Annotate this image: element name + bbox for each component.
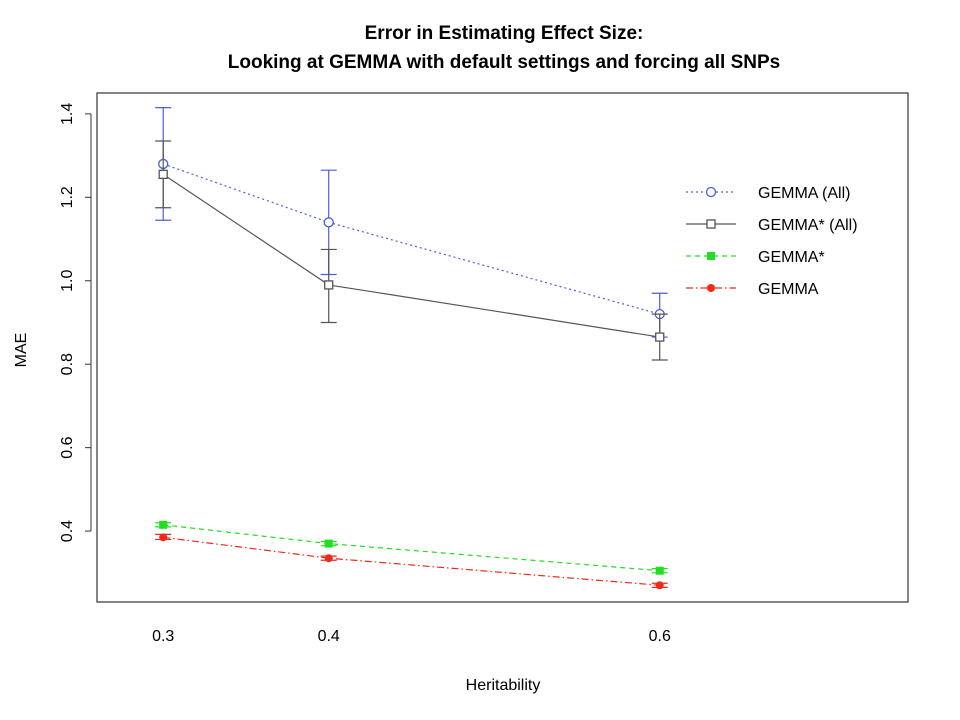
legend: GEMMA (All) GEMMA* (All) GEMMA* GEMMA [686,185,858,298]
chart-subtitle: Looking at GEMMA with default settings a… [228,52,780,73]
y-tick-label: 1.2 [59,186,76,208]
legend-label: GEMMA* [758,249,825,266]
x-tick-label: 0.3 [152,628,174,645]
legend-label: GEMMA (All) [758,185,850,202]
series-0 [155,107,668,338]
data-point [655,332,665,342]
y-tick-label: 0.6 [59,436,76,458]
legend-marker [707,284,715,292]
plot-frame [96,92,909,603]
data-point [159,533,168,542]
y-tick-label: 0.4 [59,520,76,542]
legend-marker [707,252,715,260]
data-point [655,566,664,575]
series-line [163,524,660,572]
y-tick-label: 1.4 [59,103,76,125]
legend-marker [706,219,716,229]
x-axis-label: Heritability [466,677,541,694]
data-point [324,554,333,563]
x-tick-label: 0.4 [318,628,340,645]
data-point [324,539,333,548]
data-point [655,581,664,590]
series-3 [155,533,668,590]
chart-title: Error in Estimating Effect Size: [365,23,644,44]
y-tick-label: 0.8 [59,353,76,375]
plot-area: 0.4 0.6 0.8 1.0 1.2 1.4 0.3 0.4 0.6 [59,92,909,645]
y-axis-label: MAE [13,333,30,368]
series-2 [155,520,668,575]
series-line [162,173,660,338]
legend-label: GEMMA [758,281,819,298]
series-line [163,536,660,586]
data-point [158,169,168,180]
series-line [163,163,660,315]
data-point [324,280,334,290]
data-point [323,217,334,228]
x-tick-label: 0.6 [649,628,671,645]
y-tick-label: 1.0 [59,270,76,292]
legend-label: GEMMA* (All) [758,217,858,234]
legend-marker [705,186,717,198]
series-1 [155,140,668,361]
data-point [159,520,168,529]
